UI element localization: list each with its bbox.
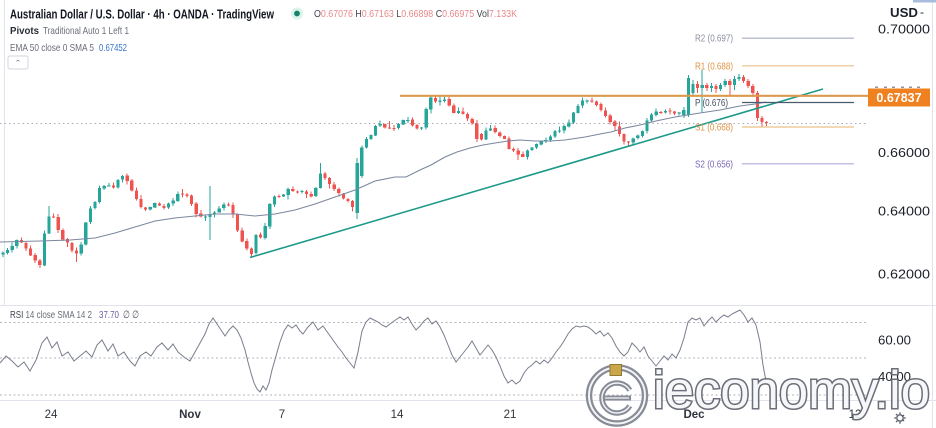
- svg-text:S1 (0.668): S1 (0.668): [695, 122, 733, 134]
- svg-text:14: 14: [391, 409, 404, 421]
- svg-text:0.70000: 0.70000: [878, 22, 930, 37]
- svg-text:ˆ: ˆ: [16, 59, 20, 71]
- svg-text:P (0.676): P (0.676): [695, 97, 728, 109]
- svg-text:RSI 14 close SMA 14 2: RSI 14 close SMA 14 2: [10, 309, 92, 321]
- svg-text:ieconomy.io: ieconomy.io: [653, 361, 930, 420]
- svg-text:-: -: [920, 5, 924, 19]
- svg-text:12: 12: [849, 409, 862, 421]
- svg-text:40.00: 40.00: [878, 369, 911, 384]
- svg-text:∅ ∅: ∅ ∅: [123, 309, 139, 321]
- svg-text:R2 (0.697): R2 (0.697): [695, 33, 733, 45]
- svg-text:Australian Dollar / U.S. Dolla: Australian Dollar / U.S. Dollar · 4h · O…: [10, 7, 275, 22]
- svg-text:EMA 50 close 0 SMA 5: EMA 50 close 0 SMA 5: [10, 42, 94, 54]
- svg-text:Dec: Dec: [683, 409, 705, 421]
- svg-text:0.62000: 0.62000: [878, 267, 930, 282]
- svg-text:0.66000: 0.66000: [878, 145, 930, 160]
- svg-text:21: 21: [504, 409, 517, 421]
- svg-text:0.67452: 0.67452: [99, 42, 127, 54]
- svg-text:R1 (0.688): R1 (0.688): [695, 60, 733, 72]
- svg-text:Pivots: Pivots: [10, 25, 39, 37]
- svg-text:37.70: 37.70: [99, 309, 119, 321]
- svg-text:60.00: 60.00: [878, 333, 911, 348]
- svg-text:S2 (0.656): S2 (0.656): [695, 158, 733, 170]
- svg-text:7: 7: [279, 409, 285, 421]
- svg-text:O0.67076 H0.67163 L0.66898 C0.: O0.67076 H0.67163 L0.66898 C0.66975 Vol7…: [314, 8, 517, 20]
- svg-text:24: 24: [45, 409, 58, 421]
- svg-text:Nov: Nov: [179, 409, 201, 421]
- svg-text:0.64000: 0.64000: [878, 204, 930, 219]
- svg-text:0.67837: 0.67837: [876, 91, 921, 105]
- svg-text:USD: USD: [890, 6, 918, 20]
- svg-text:Traditional Auto 1 Left 1: Traditional Auto 1 Left 1: [43, 25, 129, 37]
